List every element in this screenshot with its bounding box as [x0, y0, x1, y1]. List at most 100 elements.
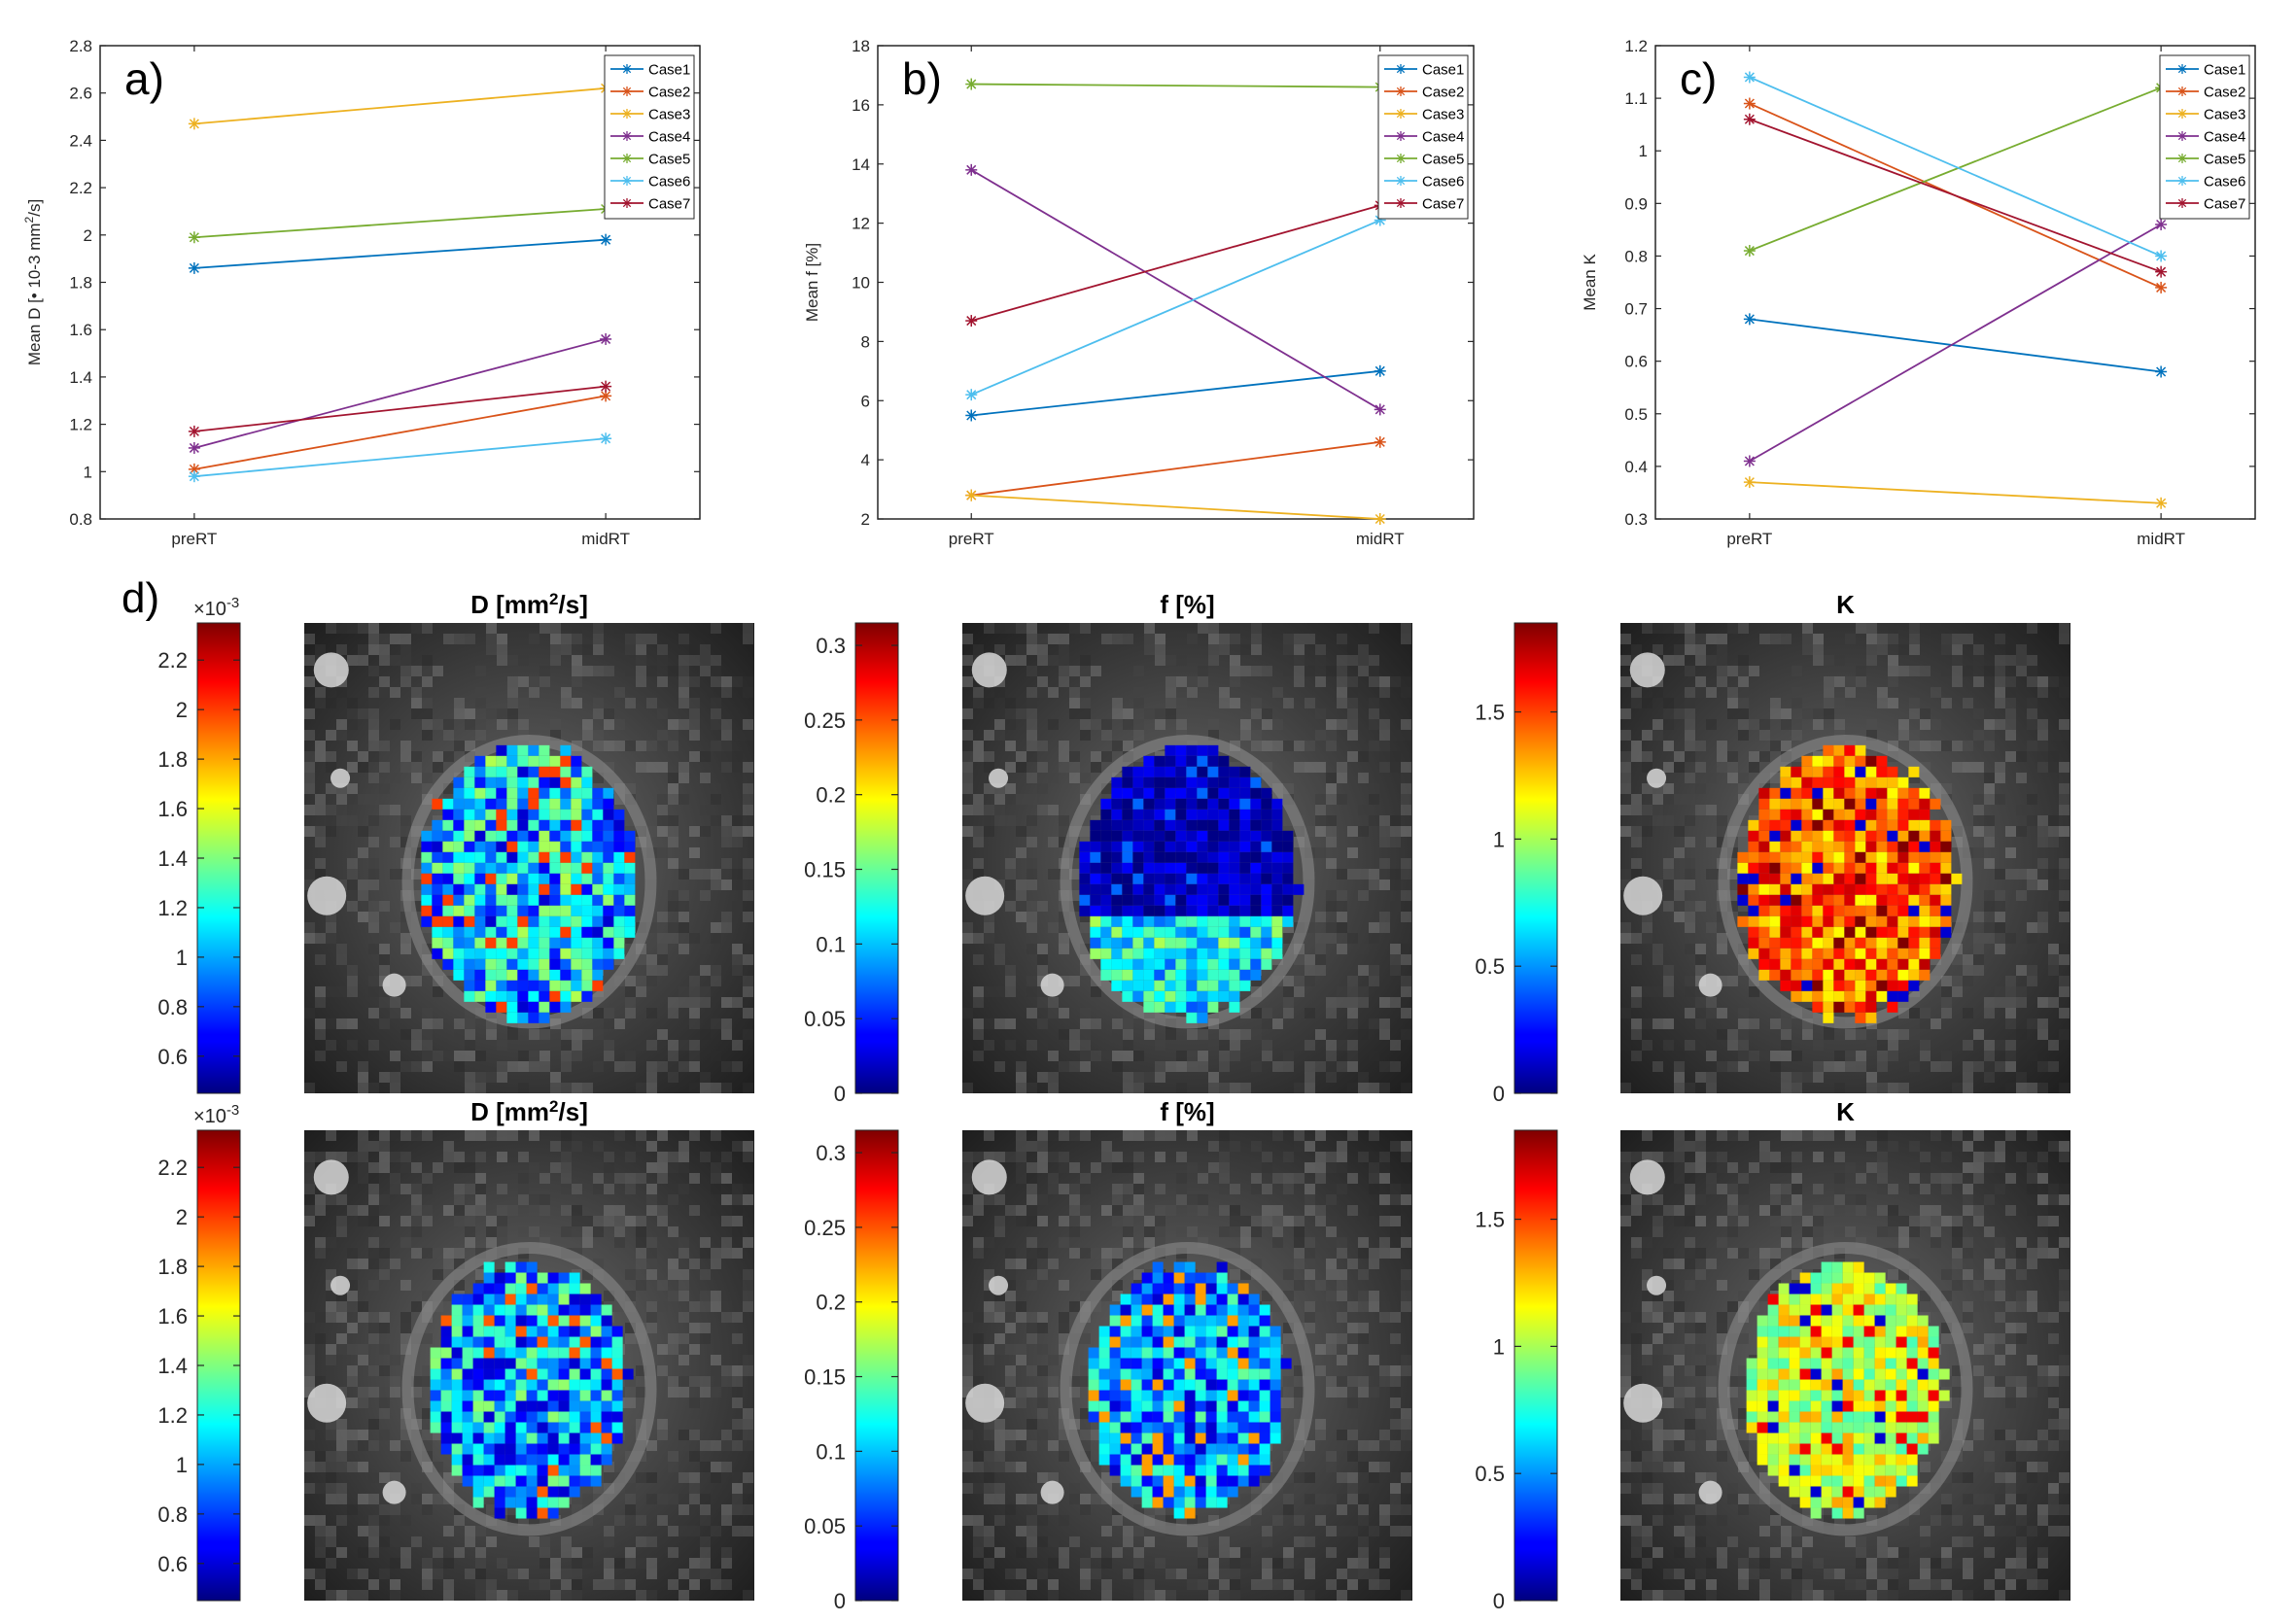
legend-marker	[1396, 109, 1406, 119]
y-tick-label: 0.8	[1624, 247, 1648, 265]
legend-label: Case6	[1422, 174, 1464, 190]
legend-label: Case3	[1422, 107, 1464, 123]
legend-label: Case5	[648, 152, 690, 168]
y-axis-label: Mean K	[1581, 254, 1599, 311]
series-point-case5	[1743, 245, 1756, 258]
parameter-overlay	[1079, 744, 1305, 1023]
colorbar	[196, 1129, 241, 1602]
y-tick-label: 4	[861, 451, 870, 469]
legend-label: Case3	[648, 107, 690, 123]
chart-mean-f: b) 2 4 6 8 10 12 14 16 18 preRT midRT Mean f [%] Case…	[803, 37, 1475, 548]
colorbar-tick-label: 0.8	[157, 995, 188, 1019]
colorbar-tick-label: 1	[1493, 1334, 1505, 1359]
legend-marker	[2177, 64, 2187, 74]
colorbar-tick-label: 0.5	[1475, 1462, 1505, 1486]
series-point-case2	[188, 463, 200, 475]
series-line-case6	[1749, 76, 2162, 258]
colorbar-tick-label: 1.5	[1475, 701, 1505, 725]
series-point-case4	[965, 163, 978, 176]
legend-marker	[2177, 86, 2187, 96]
series-point-case7	[1743, 113, 1756, 125]
y-tick-label: 1	[84, 463, 92, 481]
y-tick-label: 2.6	[69, 85, 92, 103]
colorbar-tick-label: 0.1	[816, 932, 846, 956]
legend-label: Case4	[1422, 129, 1464, 146]
series-point-case5	[188, 231, 200, 244]
map-title: D [mm2/s]	[470, 590, 588, 620]
series-point-case6	[965, 389, 978, 401]
colorbar-tick-label: 0	[1493, 1082, 1505, 1106]
y-tick-label: 2.4	[69, 131, 92, 150]
map-title: f [%]	[1160, 590, 1214, 619]
y-tick-label: 2	[84, 226, 92, 245]
series-point-case2	[2155, 281, 2168, 293]
series-line-case5	[193, 208, 607, 239]
colorbar-tick-label: 0.25	[804, 1216, 846, 1240]
legend: Case1 Case2 Case3 Case4 Case5 Case6 Case7	[2159, 54, 2250, 220]
y-tick-label: 0.8	[69, 510, 92, 529]
series-point-case1	[188, 261, 200, 274]
colorbar	[1513, 1129, 1558, 1602]
legend-marker	[622, 109, 632, 119]
legend-marker	[2177, 109, 2187, 119]
legend-marker	[622, 64, 632, 74]
legend-label: Case2	[2204, 85, 2245, 101]
colorbar-exponent: ×10-3	[193, 1102, 239, 1128]
axes-box	[1654, 45, 2256, 520]
series-line-case4	[970, 169, 1381, 411]
legend-label: Case4	[2204, 129, 2245, 146]
series-point-case6	[2155, 250, 2168, 262]
legend: Case1 Case2 Case3 Case4 Case5 Case6 Case7	[1377, 54, 1469, 220]
colorbar-tick-label: 1.4	[157, 1354, 188, 1378]
series-line-case1	[193, 238, 607, 269]
parameter-overlay	[421, 744, 636, 1023]
colorbar-tick-label: 0.6	[157, 1552, 188, 1576]
colorbar-tick-label: 0.6	[157, 1045, 188, 1069]
colorbar-tick-label: 2.2	[157, 1156, 188, 1180]
series-line-case1	[1749, 318, 2162, 373]
series-line-case3	[1749, 481, 2162, 504]
series-point-case1	[965, 409, 978, 422]
x-tick-label: midRT	[2137, 530, 2185, 548]
legend-marker	[622, 131, 632, 141]
legend-marker	[622, 198, 632, 208]
chart-mean-d: a) 0.8 1 1.2 1.4 1.6 1.8 2 2.2 2.4 2.6 2.8 preRT midR…	[22, 37, 701, 548]
colorbar-tick-label: 0.1	[816, 1439, 846, 1464]
legend-marker	[1396, 64, 1406, 74]
y-tick-label: 2	[861, 510, 870, 529]
series-point-case7	[2155, 265, 2168, 278]
series-point-case7	[600, 380, 612, 393]
y-tick-label: 1.6	[69, 321, 92, 339]
y-tick-label: 18	[852, 37, 870, 55]
colorbar-tick-label: 1.8	[157, 1255, 188, 1279]
y-tick-label: 8	[861, 332, 870, 351]
colorbar-tick-label: 1.5	[1475, 1208, 1505, 1232]
y-tick-label: 2.8	[69, 37, 92, 55]
y-tick-label: 6	[861, 392, 870, 410]
panel-label: c)	[1680, 53, 1717, 104]
series-line-case6	[970, 219, 1381, 396]
legend-marker	[1396, 154, 1406, 163]
legend-marker	[1396, 131, 1406, 141]
legend-label: Case4	[648, 129, 690, 146]
x-tick-label: preRT	[171, 530, 217, 548]
y-tick-label: 12	[852, 215, 870, 233]
series-point-case4	[188, 441, 200, 454]
legend-label: Case3	[2204, 107, 2245, 123]
parameter-overlay	[1737, 744, 1963, 1023]
y-tick-label: 1.2	[69, 416, 92, 434]
legend-label: Case6	[648, 174, 690, 190]
y-tick-label: 1.2	[1624, 37, 1648, 55]
colorbar-tick-label: 0	[834, 1589, 846, 1613]
panel-label: a)	[124, 53, 164, 104]
colorbar-tick-label: 1.2	[157, 896, 188, 920]
colorbar	[1513, 622, 1558, 1094]
series-point-case7	[965, 315, 978, 328]
colorbar-tick-label: 0.05	[804, 1007, 846, 1031]
series-point-case6	[600, 432, 612, 445]
y-tick-label: 0.9	[1624, 194, 1648, 213]
legend-label: Case7	[648, 196, 690, 213]
map-title: K	[1836, 590, 1855, 619]
x-tick-label: midRT	[581, 530, 630, 548]
